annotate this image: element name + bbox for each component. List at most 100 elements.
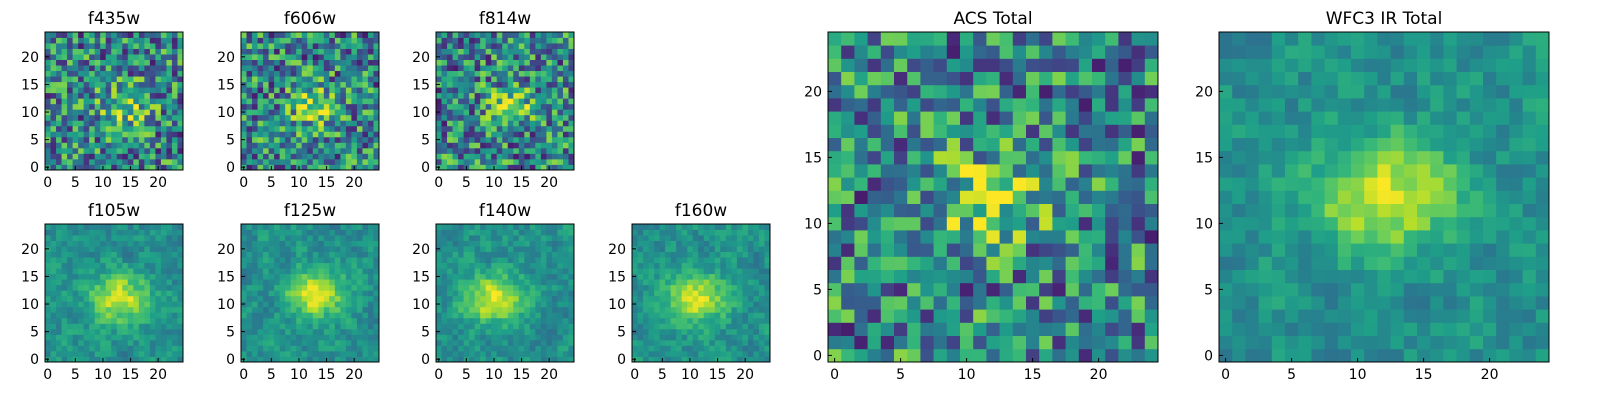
- heatmap-cell: [160, 273, 167, 280]
- heatmap-cell: [89, 32, 96, 38]
- heatmap-cell: [568, 59, 575, 66]
- heatmap-cell: [274, 136, 281, 143]
- heatmap-cell: [1105, 230, 1119, 244]
- heatmap-cell: [524, 131, 531, 138]
- heatmap-cell: [513, 306, 520, 313]
- heatmap-cell: [334, 345, 341, 352]
- heatmap-cell: [362, 334, 369, 341]
- heatmap-cell: [351, 301, 358, 308]
- heatmap-cell: [367, 125, 374, 132]
- heatmap-cell: [894, 348, 908, 363]
- heatmap-cell: [496, 246, 503, 252]
- y-tick-label: 0: [226, 352, 235, 368]
- heatmap-cell: [246, 65, 253, 72]
- heatmap-cell: [345, 251, 352, 258]
- heatmap-cell: [166, 43, 173, 49]
- heatmap-cell: [546, 339, 553, 346]
- heatmap-cell: [78, 268, 85, 275]
- heatmap-cell: [1026, 124, 1040, 138]
- heatmap-cell: [155, 350, 162, 357]
- heatmap-cell: [507, 301, 514, 308]
- heatmap-cell: [56, 306, 62, 313]
- heatmap-cell: [447, 87, 453, 94]
- heatmap-cell: [632, 323, 638, 330]
- heatmap-cell: [122, 356, 129, 363]
- heatmap-cell: [753, 301, 760, 308]
- heatmap-cell: [507, 350, 514, 357]
- heatmap-cell: [285, 147, 292, 154]
- heatmap-cell: [880, 243, 895, 257]
- heatmap-cell: [122, 328, 129, 335]
- heatmap-cell: [546, 54, 553, 60]
- heatmap-cell: [458, 158, 464, 165]
- heatmap-cell: [296, 131, 303, 138]
- heatmap-cell: [56, 251, 62, 258]
- heatmap-cell: [540, 317, 547, 324]
- heatmap-cell: [252, 273, 258, 280]
- heatmap-cell: [45, 268, 51, 275]
- heatmap-cell: [485, 65, 492, 72]
- heatmap-cell: [279, 317, 286, 324]
- heatmap-cell: [540, 109, 547, 116]
- heatmap-cell: [155, 65, 162, 72]
- heatmap-cell: [436, 131, 442, 138]
- heatmap-cell: [458, 65, 464, 72]
- heatmap-cell: [373, 339, 380, 346]
- heatmap-cell: [133, 131, 140, 138]
- heatmap-cell: [323, 279, 330, 286]
- heatmap-cell: [999, 230, 1014, 244]
- heatmap-cell: [485, 312, 492, 319]
- heatmap-cell: [351, 54, 358, 60]
- heatmap-cell: [973, 190, 987, 204]
- heatmap-cell: [149, 98, 156, 105]
- heatmap-cell: [155, 328, 162, 335]
- heatmap-cell: [89, 328, 96, 335]
- heatmap-cell: [546, 323, 553, 330]
- heatmap-cell: [89, 273, 96, 280]
- heatmap-cell: [111, 334, 118, 341]
- heatmap-cell: [268, 251, 275, 258]
- heatmap-cell: [340, 37, 347, 44]
- heatmap-cell: [122, 235, 129, 241]
- heatmap-cell: [307, 350, 314, 357]
- heatmap-cell: [301, 235, 308, 241]
- heatmap-cell: [56, 65, 62, 72]
- y-tick-label: 10: [21, 105, 39, 121]
- heatmap-cell: [61, 81, 68, 88]
- heatmap-cell: [524, 103, 531, 110]
- heatmap-cell: [356, 240, 363, 247]
- heatmap-cell: [356, 273, 363, 280]
- heatmap-cell: [529, 164, 536, 171]
- heatmap-cell: [551, 70, 558, 77]
- heatmap-cell: [463, 306, 470, 313]
- heatmap-cell: [279, 76, 286, 83]
- heatmap-cell: [758, 284, 765, 291]
- heatmap-cell: [513, 109, 520, 116]
- heatmap-cell: [285, 229, 292, 236]
- heatmap-cell: [518, 65, 525, 72]
- heatmap-cell: [105, 246, 112, 252]
- heatmap-cell: [296, 279, 303, 286]
- heatmap-cell: [513, 251, 520, 258]
- heatmap-cell: [50, 334, 57, 341]
- heatmap-cell: [496, 290, 503, 297]
- heatmap-cell: [122, 147, 129, 154]
- heatmap-cell: [133, 301, 140, 308]
- heatmap-cell: [447, 120, 453, 127]
- heatmap-cell: [111, 59, 118, 66]
- heatmap-cell: [709, 323, 716, 330]
- heatmap-cell: [562, 284, 569, 291]
- heatmap-cell: [535, 147, 542, 154]
- heatmap-cell: [557, 246, 564, 252]
- heatmap-cell: [458, 147, 464, 154]
- heatmap-cell: [246, 251, 253, 258]
- heatmap-cell: [474, 98, 481, 105]
- heatmap-cell: [50, 32, 57, 38]
- heatmap-cell: [747, 284, 754, 291]
- heatmap-cell: [171, 109, 178, 116]
- heatmap-cell: [568, 48, 575, 55]
- heatmap-cell: [736, 295, 743, 302]
- heatmap-cell: [441, 295, 448, 302]
- heatmap-cell: [920, 348, 934, 363]
- heatmap-cell: [452, 312, 459, 319]
